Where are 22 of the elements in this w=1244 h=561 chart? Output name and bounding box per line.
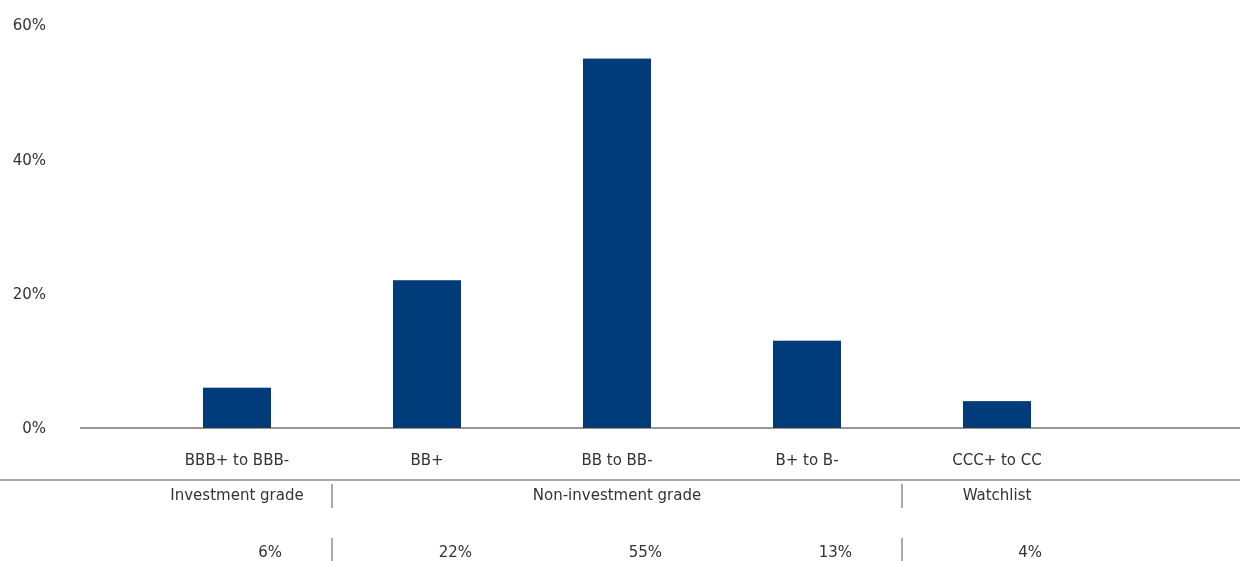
data-label: 13% <box>818 543 852 561</box>
y-tick-label: 0% <box>22 419 46 438</box>
y-tick-label: 20% <box>12 284 46 303</box>
data-label: 55% <box>628 543 662 561</box>
data-label: 6% <box>258 543 282 561</box>
x-tick-label: BB to BB- <box>581 451 653 469</box>
bar <box>773 340 841 428</box>
data-label: 4% <box>1018 543 1042 561</box>
text: Non-investment grade <box>532 486 702 504</box>
bar <box>583 58 651 428</box>
x-tick-label: B+ to B- <box>775 451 839 469</box>
bar <box>203 387 271 428</box>
bar <box>963 401 1031 428</box>
bar <box>393 280 461 428</box>
y-tick-label: 60% <box>12 16 46 35</box>
text: Investment grade <box>170 486 304 504</box>
data-label: 22% <box>438 543 472 561</box>
x-tick-label: BB+ <box>410 451 444 469</box>
x-tick-label: BBB+ to BBB- <box>184 451 290 469</box>
x-tick-label: CCC+ to CC <box>952 451 1042 469</box>
text: Watchlist <box>962 486 1032 504</box>
y-tick-label: 40% <box>12 150 46 169</box>
